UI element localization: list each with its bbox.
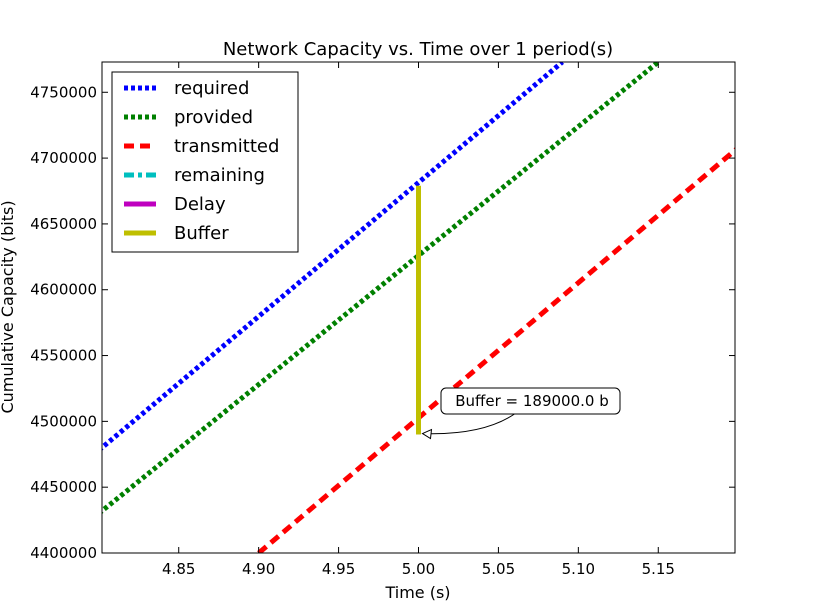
annotation-arrowhead — [421, 428, 433, 440]
legend-label-required: required — [174, 78, 249, 99]
y-tick-label: 4600000 — [30, 281, 97, 299]
series-line-provided — [102, 62, 660, 515]
legend-label-remaining: remaining — [174, 165, 265, 186]
y-tick-label: 4750000 — [30, 83, 97, 101]
x-tick-label: 4.85 — [162, 560, 195, 578]
y-tick-label: 4650000 — [30, 215, 97, 233]
y-tick-label: 4500000 — [30, 412, 97, 430]
y-axis-ticks: 4400000 4450000 4500000 4550000 4600000 46500… — [30, 83, 735, 562]
plot-lines — [102, 62, 735, 553]
legend: required provided transmitted remaining Dela… — [111, 71, 299, 253]
legend-label-transmitted: transmitted — [174, 136, 279, 157]
y-tick-label: 4400000 — [30, 544, 97, 562]
legend-items: required provided transmitted remaining Dela… — [124, 78, 279, 244]
x-tick-label: 5.05 — [482, 560, 515, 578]
series-line-required — [102, 62, 565, 451]
buffer-annotation: Buffer = 189000.0 b — [421, 387, 621, 440]
x-tick-label: 5.10 — [562, 560, 595, 578]
legend-frame — [111, 71, 299, 253]
legend-label-delay: Delay — [174, 194, 226, 215]
y-tick-label: 4550000 — [30, 347, 97, 365]
y-axis-label: Cumulative Capacity (bits) — [0, 200, 17, 413]
x-tick-label: 4.95 — [322, 560, 355, 578]
annotation-text: Buffer = 189000.0 b — [455, 392, 609, 410]
legend-label-provided: provided — [174, 107, 253, 128]
series-line-transmitted — [257, 147, 735, 553]
plot-frame — [101, 61, 736, 554]
x-tick-label: 4.90 — [242, 560, 275, 578]
x-axis-ticks: 4.85 4.90 4.95 5.00 5.05 5.10 5.15 — [162, 62, 675, 578]
y-tick-label: 4700000 — [30, 149, 97, 167]
x-axis-label: Time (s) — [384, 583, 450, 602]
annotation-box — [440, 387, 621, 415]
chart-title: Network Capacity vs. Time over 1 period(… — [223, 39, 613, 60]
x-tick-label: 5.15 — [642, 560, 675, 578]
legend-label-buffer: Buffer — [174, 223, 229, 244]
annotation-arrow — [422, 413, 515, 435]
x-tick-label: 5.00 — [402, 560, 435, 578]
y-tick-label: 4450000 — [30, 478, 97, 496]
